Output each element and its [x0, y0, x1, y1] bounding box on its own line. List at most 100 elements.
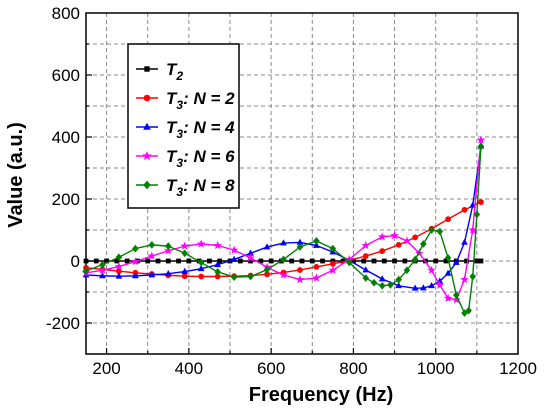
- data-point: [143, 180, 151, 190]
- legend-label: T3: N = 8: [166, 176, 235, 199]
- legend-label: T3: N = 2: [166, 89, 235, 112]
- x-tick-label: 800: [339, 359, 367, 378]
- data-point: [289, 258, 295, 264]
- data-point: [452, 258, 460, 265]
- legend: T2 T3: N = 2 T3: N = 4 T3: N = 6 T3: N = 8: [127, 43, 240, 209]
- data-point: [164, 269, 172, 277]
- data-point: [82, 267, 90, 275]
- data-point: [460, 275, 469, 284]
- x-axis-title: Frequency (Hz): [249, 384, 393, 406]
- data-point: [147, 251, 157, 260]
- data-point: [452, 295, 461, 304]
- data-point: [246, 253, 255, 262]
- data-point: [207, 258, 212, 264]
- data-point: [237, 258, 243, 264]
- data-point: [379, 248, 386, 254]
- data-point: [165, 258, 171, 264]
- data-point: [83, 258, 89, 264]
- data-point: [131, 257, 140, 266]
- data-point: [268, 258, 274, 264]
- data-point: [297, 267, 303, 273]
- data-point: [346, 258, 353, 267]
- legend-entry: T3: N = 6: [136, 147, 235, 170]
- data-point: [197, 265, 205, 272]
- x-tick-label: 600: [257, 359, 285, 378]
- y-tick-label: 600: [52, 66, 80, 85]
- data-point: [420, 240, 427, 248]
- data-point: [98, 265, 107, 274]
- data-point: [198, 273, 205, 280]
- data-point: [115, 272, 123, 279]
- data-point: [478, 258, 484, 264]
- data-point: [402, 258, 408, 264]
- axis-ticks: 200 400 600 800 1000 1200 -200 0 200 400 600 800: [46, 4, 537, 378]
- data-point: [371, 258, 377, 264]
- data-point: [469, 201, 477, 208]
- data-point: [387, 281, 394, 289]
- data-point: [453, 291, 460, 299]
- data-point: [196, 239, 206, 248]
- y-tick-label: -200: [46, 314, 80, 333]
- y-tick-label: 0: [71, 252, 80, 271]
- data-point: [395, 282, 403, 289]
- data-point: [411, 284, 419, 291]
- data-point: [229, 245, 239, 254]
- data-point: [180, 241, 189, 250]
- data-point: [299, 258, 305, 264]
- data-point: [124, 258, 130, 264]
- data-point: [280, 239, 287, 246]
- data-point: [443, 293, 453, 302]
- data-point: [145, 258, 151, 264]
- data-point: [362, 253, 369, 259]
- legend-label: T3: N = 4: [166, 118, 235, 141]
- y-axis-title: Value (a.u.): [5, 122, 27, 228]
- data-point: [313, 237, 320, 245]
- data-point: [176, 258, 181, 264]
- data-point: [213, 241, 222, 250]
- data-point: [445, 216, 451, 223]
- legend-entry: T3: N = 4: [136, 118, 235, 141]
- data-point: [143, 122, 151, 130]
- data-point: [474, 258, 480, 264]
- data-point: [313, 241, 320, 248]
- data-point: [392, 258, 397, 264]
- data-point: [143, 94, 151, 102]
- data-point: [361, 241, 371, 250]
- data-point: [99, 260, 106, 269]
- data-point: [155, 258, 161, 264]
- data-point: [476, 135, 486, 144]
- data-point: [186, 258, 192, 264]
- x-tick-label: 200: [92, 359, 120, 378]
- x-tick-label: 1000: [417, 359, 455, 378]
- data-point: [428, 226, 435, 234]
- y-tick-label: 400: [52, 128, 80, 147]
- data-point: [478, 199, 484, 205]
- data-point: [362, 274, 370, 282]
- series-line: [85, 146, 482, 314]
- data-point: [329, 244, 337, 253]
- data-point: [461, 238, 468, 245]
- data-point: [412, 234, 419, 241]
- data-point: [230, 273, 238, 281]
- data-point: [312, 273, 321, 282]
- data-point: [381, 258, 387, 264]
- x-tick-label: 400: [175, 359, 203, 378]
- data-point: [230, 255, 238, 262]
- data-point: [402, 236, 412, 245]
- legend-entry: T3: N = 2: [136, 89, 235, 112]
- plot-frame: [85, 12, 519, 355]
- data-point: [436, 227, 444, 236]
- data-point: [263, 265, 271, 274]
- data-point: [461, 309, 468, 317]
- data-point: [411, 255, 419, 264]
- data-point: [378, 275, 386, 282]
- data-point: [377, 232, 387, 241]
- data-point: [469, 272, 476, 281]
- data-point: [433, 258, 439, 264]
- data-point: [390, 231, 399, 240]
- data-point: [370, 278, 378, 287]
- legend-label: T2: [166, 60, 183, 83]
- data-point: [164, 246, 173, 255]
- data-point: [132, 244, 139, 253]
- legend-entry: T3: N = 8: [136, 176, 235, 199]
